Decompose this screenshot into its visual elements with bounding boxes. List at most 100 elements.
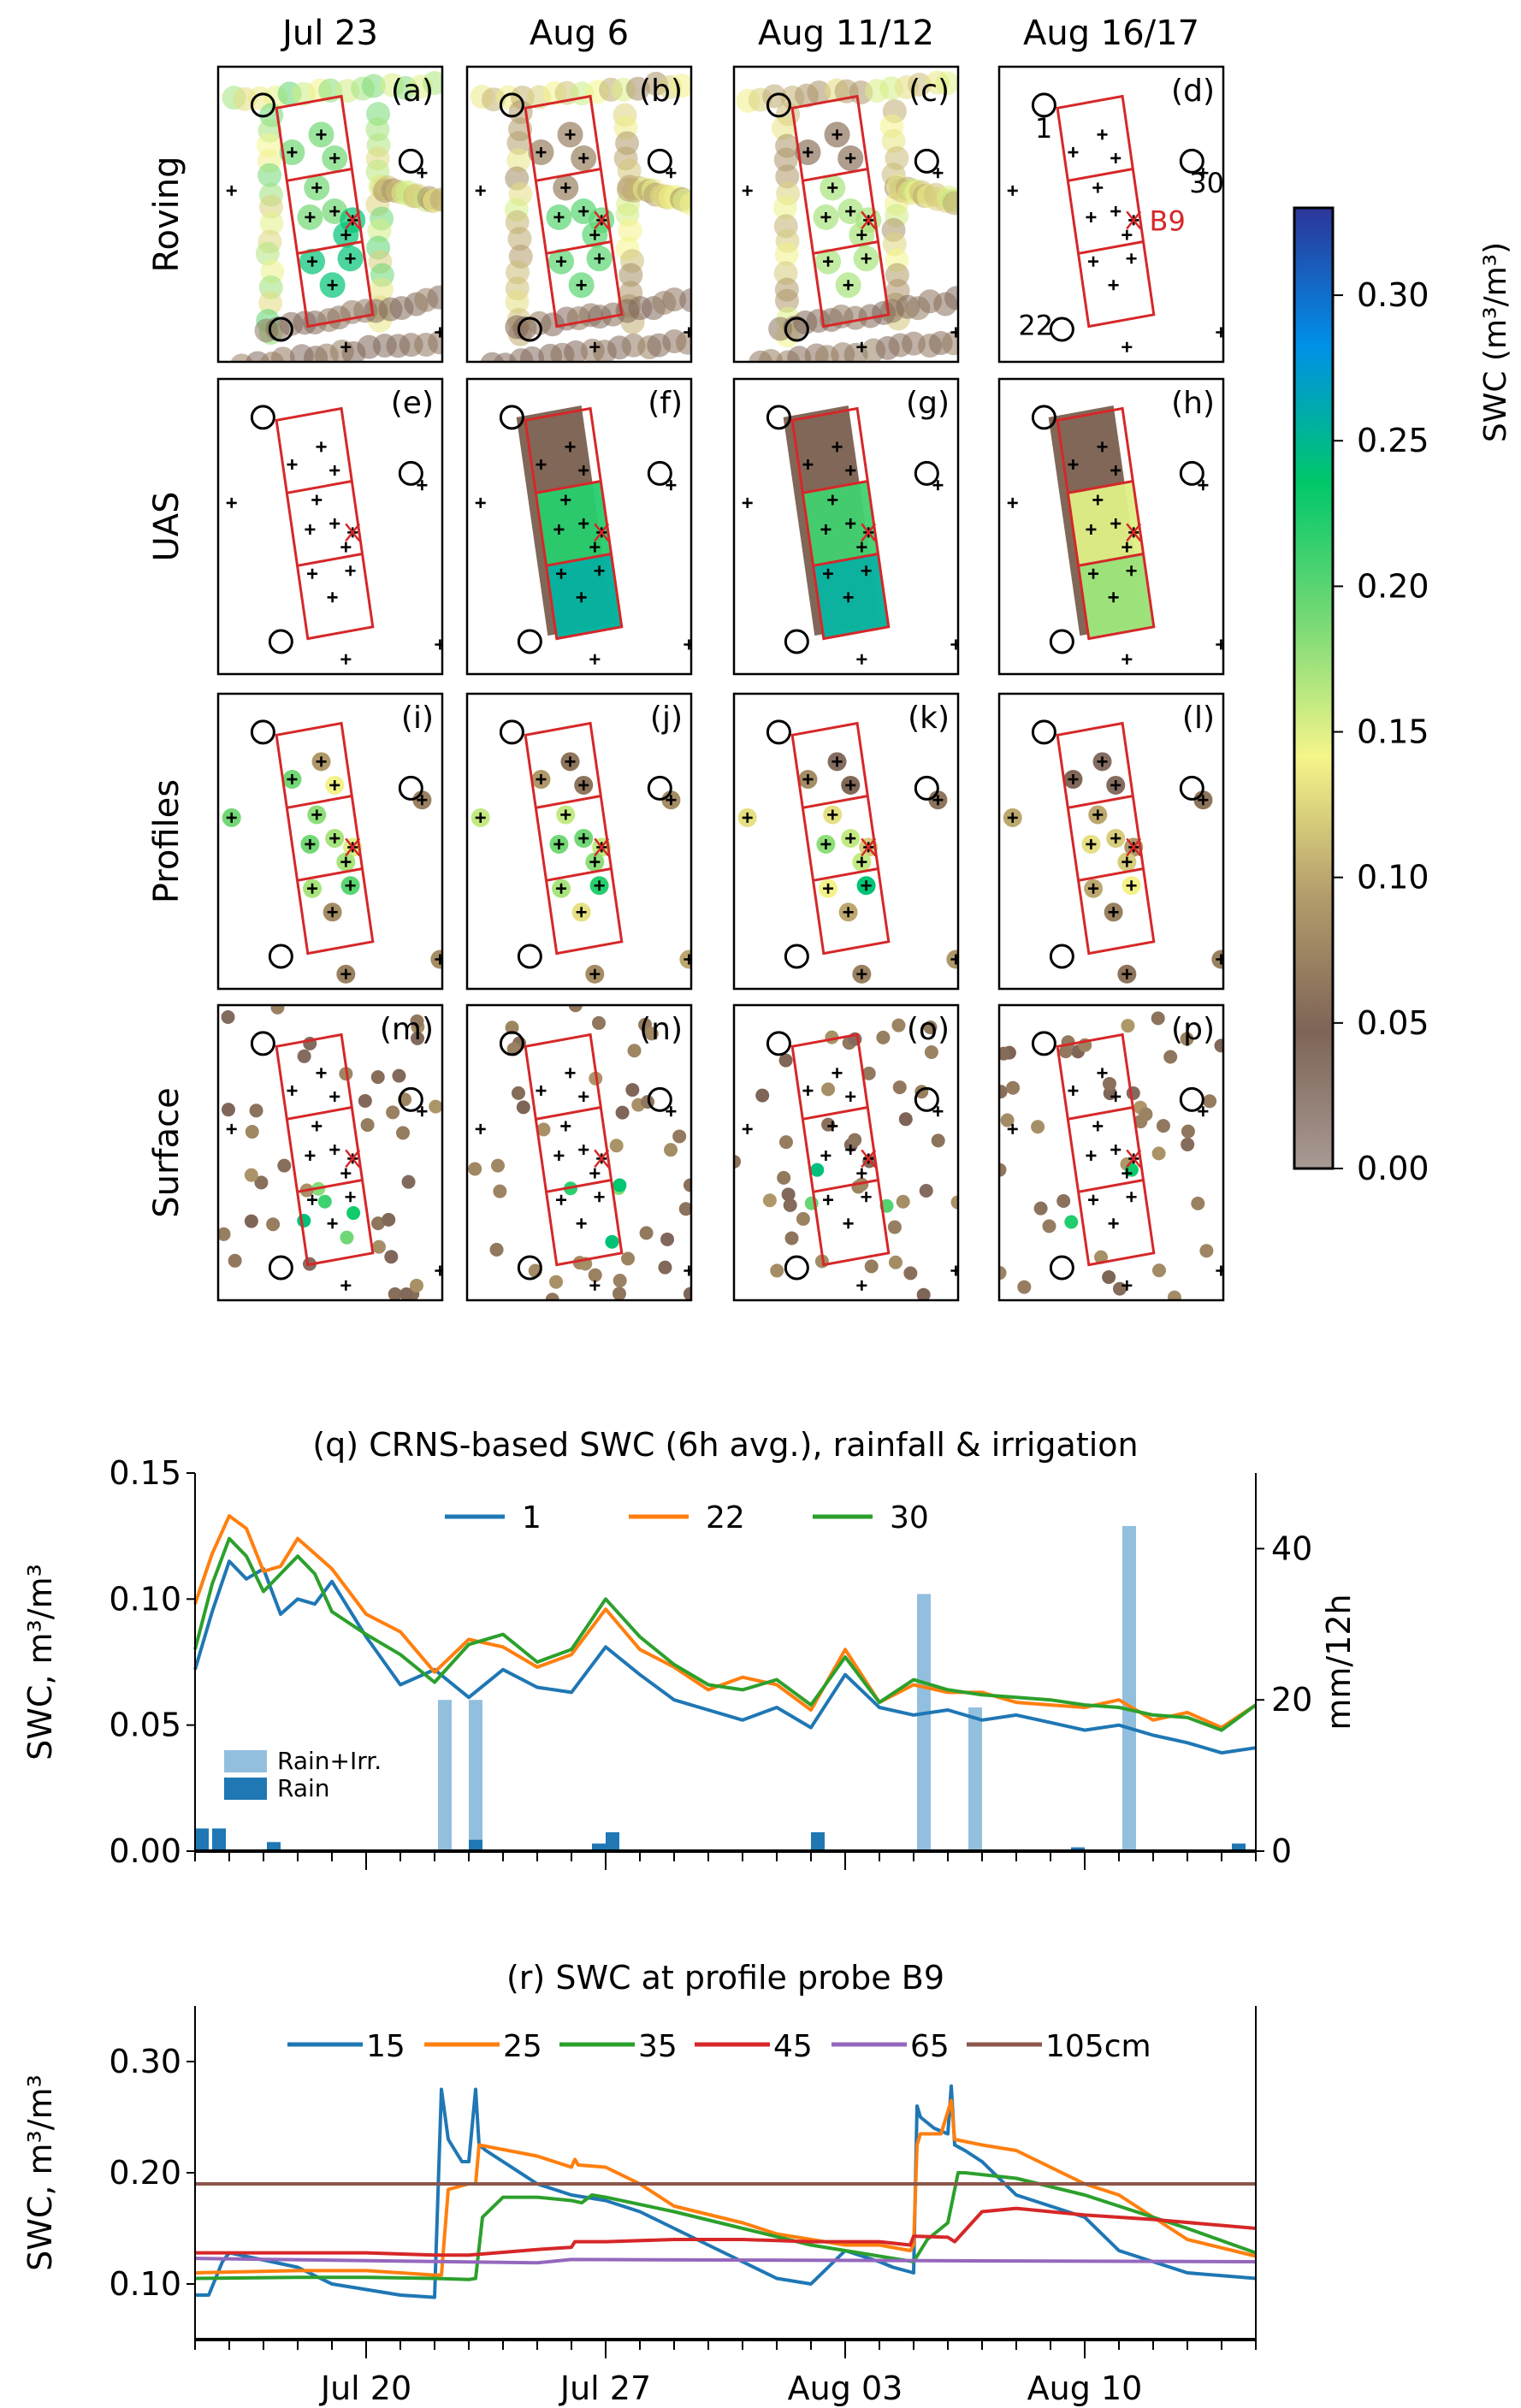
probe-cross-icon [1110, 1145, 1122, 1156]
field-divider [546, 867, 612, 882]
probe-cross-icon [1198, 1106, 1209, 1117]
roving-point [270, 346, 295, 362]
probe-cross-icon [1108, 907, 1119, 918]
field-outline [1056, 406, 1156, 641]
probe-cross-icon [576, 1218, 587, 1229]
surface-point [409, 1278, 423, 1293]
colorbar-tick-label: 0.20 [1357, 567, 1429, 605]
field-outline [275, 94, 375, 328]
probe-b9-marker-icon [594, 210, 610, 230]
probe-cross-icon [316, 129, 327, 140]
probe-cross-icon [329, 464, 340, 476]
panel-label: (l) [1182, 701, 1215, 736]
probe-cross-icon [856, 1168, 867, 1179]
probe-b9-marker-icon [594, 837, 610, 857]
surface-point [639, 1226, 654, 1240]
probe-cross-icon [578, 833, 589, 844]
probe-cross-icon [932, 795, 944, 806]
probe-cross-icon [827, 182, 838, 193]
probe-cross-icon [553, 524, 565, 535]
row-label-1: UAS [147, 491, 186, 561]
probe-cross-icon [1110, 833, 1122, 844]
probe-cross-icon [435, 1265, 442, 1276]
probe-cross-icon [1110, 518, 1122, 530]
legend-label-25: 25 [503, 2029, 542, 2064]
surface-point [931, 1133, 945, 1148]
surface-point [399, 1287, 413, 1300]
probe-cross-icon [475, 812, 486, 823]
probe-cross-icon [287, 459, 298, 470]
probe-cross-icon [861, 253, 872, 264]
surface-point [683, 1287, 691, 1300]
field-divider [813, 240, 879, 255]
surface-point [468, 1162, 482, 1176]
probe-cross-icon [1126, 1192, 1137, 1203]
colorbar-tick-label: 0.25 [1357, 422, 1429, 459]
probe-cross-icon [311, 182, 323, 193]
surface-point [855, 1177, 869, 1192]
probe-cross-icon [1068, 459, 1079, 470]
y-tick-label: 0.05 [109, 1707, 181, 1744]
panel-frame [732, 65, 960, 364]
probe-cross-icon [1122, 229, 1133, 240]
colorbar-tick-label: 0.10 [1357, 859, 1429, 896]
probe-cross-icon [1088, 883, 1099, 894]
surface-point [1102, 1270, 1116, 1285]
bar-rain [469, 1839, 482, 1851]
surface-point [777, 1170, 791, 1185]
probe-cross-icon [329, 152, 340, 163]
field-divider [802, 1106, 868, 1121]
surface-point [609, 1139, 624, 1153]
probe-cross-icon [329, 1145, 340, 1156]
row-label-3: Surface [147, 1087, 186, 1217]
probe-cross-icon [307, 256, 318, 267]
roving-point [257, 163, 282, 187]
probe-b9-marker-icon [861, 837, 877, 857]
probe-cross-icon [565, 129, 576, 140]
surface-point [493, 1184, 507, 1198]
probe-b9-marker-icon [861, 1149, 877, 1169]
probe-label-b9: B9 [1150, 204, 1186, 237]
probe-cross-icon [1122, 654, 1133, 665]
crns-station-icon [398, 1086, 423, 1112]
probe-cross-icon [1126, 565, 1137, 577]
panel-content [222, 71, 442, 362]
roving-point [944, 286, 958, 311]
surface-point [770, 1263, 784, 1278]
probe-cross-icon [802, 1086, 814, 1097]
probe-cross-icon [845, 152, 856, 163]
probe-cross-icon [832, 756, 843, 767]
probe-cross-icon [578, 1145, 589, 1156]
probe-cross-icon [666, 168, 677, 179]
surface-point [536, 1122, 551, 1137]
surface-point [1151, 1146, 1166, 1161]
probe-cross-icon [536, 1086, 547, 1097]
field-divider [536, 168, 601, 182]
panel-label: (i) [401, 701, 434, 736]
probe-cross-icon [820, 838, 832, 849]
roving-point [935, 71, 958, 96]
crns-station-icon [766, 1031, 791, 1056]
probe-cross-icon [316, 441, 327, 453]
surface-point [672, 1129, 687, 1144]
panel-label: (g) [906, 386, 950, 421]
roving-point [505, 289, 530, 314]
map-panel-c: (c) [732, 65, 960, 364]
probe-cross-icon [1110, 1091, 1122, 1102]
probe-cross-icon [1216, 327, 1223, 338]
crns-station-icon [268, 629, 293, 654]
surface-point [861, 1066, 876, 1080]
probe-cross-icon [823, 1194, 834, 1205]
surface-point [950, 1195, 958, 1210]
probe-cross-icon [843, 907, 854, 918]
probe-b9-marker-icon [861, 523, 877, 542]
roving-point [662, 287, 687, 312]
probe-cross-icon [556, 256, 567, 267]
probe-cross-icon [307, 568, 318, 579]
colorbar [1293, 206, 1335, 1170]
probe-cross-icon [1216, 639, 1223, 650]
panel-label: (o) [907, 1012, 950, 1047]
probe-cross-icon [802, 774, 814, 785]
